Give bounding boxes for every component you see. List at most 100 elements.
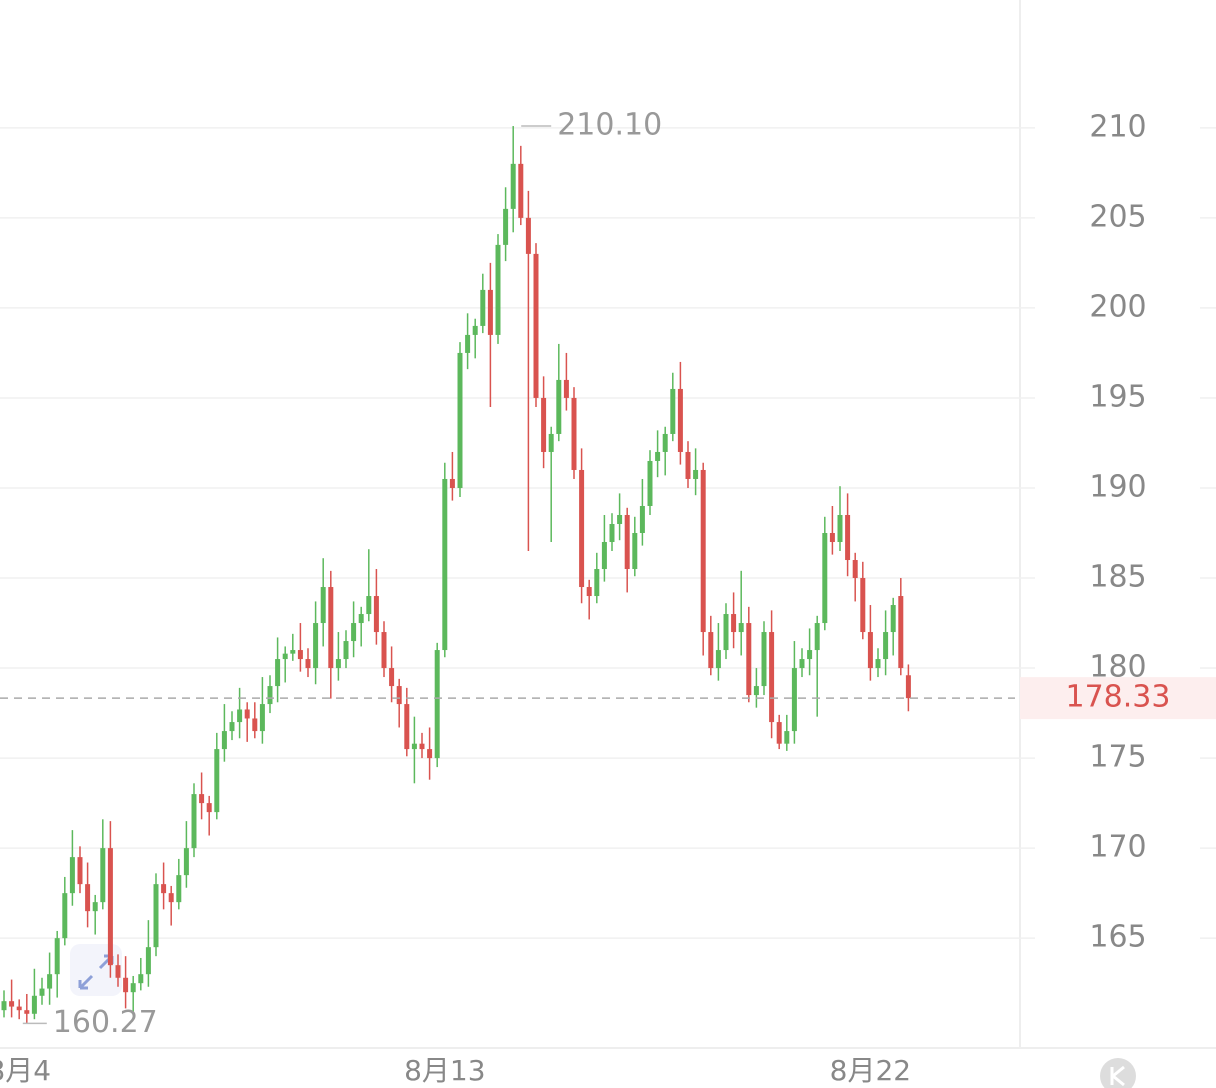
candle-body [769, 632, 775, 723]
candle-body [100, 848, 106, 903]
y-tick-label: 165 [1089, 920, 1146, 955]
candle-body [389, 668, 395, 687]
candle-body [617, 514, 623, 524]
y-tick-label: 195 [1089, 379, 1146, 414]
candle-body [807, 650, 813, 660]
candle-body [715, 650, 721, 669]
candle-body [784, 731, 790, 744]
candle-body [624, 514, 630, 570]
candle-body [191, 794, 197, 849]
k-button-glyph[interactable] [1110, 1065, 1125, 1087]
candle-body [632, 533, 638, 570]
candle-body [427, 749, 433, 759]
candle-body [472, 325, 478, 335]
candle-body [442, 478, 448, 651]
candle-body [434, 650, 440, 759]
candle-body [183, 848, 189, 876]
candle-body [647, 460, 653, 506]
candle-body [282, 653, 288, 660]
candle-body [214, 749, 220, 813]
y-tick-label: 170 [1089, 830, 1146, 865]
candle-body [449, 478, 455, 488]
candle-body [655, 451, 661, 461]
y-tick-label: 205 [1089, 199, 1146, 234]
candle-body [503, 208, 509, 245]
candle-body [381, 632, 387, 669]
candle-body [77, 857, 83, 885]
candle-body [685, 451, 691, 479]
candle-body [229, 722, 235, 732]
expand-icon-bg[interactable] [70, 944, 122, 996]
candle-body [9, 1001, 15, 1007]
candle-body [237, 709, 243, 723]
candle-body [791, 668, 797, 732]
candle-body [343, 641, 349, 660]
candle-body [541, 397, 547, 452]
candle-body [601, 542, 607, 570]
candle-body [328, 587, 334, 669]
candle-body [495, 244, 501, 335]
candle-body [525, 217, 531, 254]
candle-body [837, 514, 843, 543]
y-tick-label: 210 [1089, 109, 1146, 144]
candle-body [852, 560, 858, 579]
candle-body [305, 659, 311, 669]
expand-icon[interactable] [70, 944, 122, 996]
candle-body [161, 884, 167, 894]
candle-body [586, 587, 592, 597]
candle-body [275, 659, 281, 687]
candle-body [252, 718, 258, 732]
candle-body [594, 569, 600, 597]
candle-body [829, 533, 835, 543]
candle-body [746, 623, 752, 696]
candle-body [457, 352, 463, 488]
candle-body [145, 947, 151, 975]
candle-body [411, 743, 417, 750]
candle-body [54, 938, 60, 975]
candle-body [115, 965, 121, 978]
candle-body [571, 397, 577, 470]
candle-body [366, 596, 372, 615]
candle-body [153, 884, 159, 948]
candle-body [199, 794, 205, 804]
candle-body [419, 743, 425, 750]
candle-body [898, 596, 904, 669]
candle-body [176, 875, 182, 903]
y-tick-label: 190 [1089, 469, 1146, 504]
last-price-box [1020, 677, 1216, 720]
candle-body [31, 995, 37, 1014]
candle-body [168, 893, 174, 903]
candle-body [563, 379, 569, 398]
candle-body [662, 433, 668, 452]
candle-body [465, 334, 471, 353]
candle-body [814, 623, 820, 651]
candle-body [890, 605, 896, 633]
candle-body [556, 379, 562, 434]
candle-body [700, 469, 706, 633]
candle-body [693, 469, 699, 479]
candle-body [510, 163, 516, 209]
high-label: 210.10 [557, 108, 662, 143]
candle-body [677, 388, 683, 452]
candle-body [670, 388, 676, 434]
candle-body [396, 686, 402, 705]
candle-body [313, 623, 319, 669]
candle-body [480, 289, 486, 326]
candle-body [579, 469, 585, 588]
candle-body [373, 596, 379, 633]
candle-body [905, 675, 911, 699]
k-button[interactable] [1100, 1058, 1136, 1088]
candle-body [533, 253, 539, 398]
candle-body [799, 659, 805, 669]
candle-body [404, 704, 410, 750]
candle-body [290, 650, 296, 654]
candle-body [351, 623, 357, 642]
candle-body [639, 505, 645, 534]
candle-body [708, 632, 714, 669]
candle-body [860, 578, 866, 633]
candle-body [206, 803, 212, 813]
expand-arrows[interactable] [78, 954, 114, 990]
candle-body [244, 709, 250, 719]
candle-body [358, 614, 364, 624]
